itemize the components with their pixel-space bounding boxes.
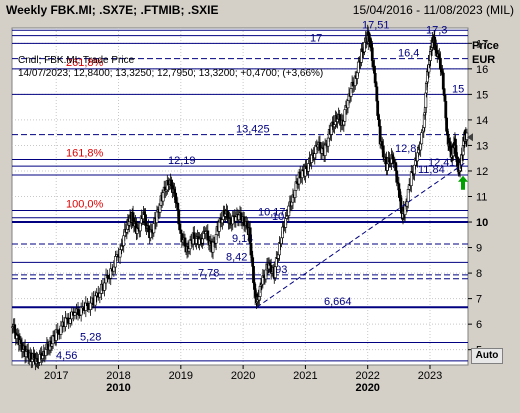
x-tick-label: 2022 — [355, 370, 379, 382]
y-axis-title: Price — [472, 40, 499, 52]
legend-line-2: 14/07/2023; 12,8400; 13,3250; 12,7950; 1… — [18, 68, 323, 79]
level-label: 17,3 — [426, 25, 447, 37]
level-label: 10,17 — [258, 207, 286, 219]
y-tick-label: 16 — [476, 64, 488, 76]
x-major-label: 2020 — [355, 382, 379, 394]
level-label: 15 — [452, 83, 464, 95]
auto-scale-button[interactable]: Auto — [471, 348, 503, 364]
candle-body — [109, 268, 113, 279]
level-label: 4,56 — [56, 350, 77, 362]
candle-body — [84, 302, 88, 311]
level-label: 7,78 — [198, 268, 219, 280]
level-label: 17,51 — [362, 19, 390, 31]
x-tick-label: 2020 — [231, 370, 255, 382]
candle-body — [64, 317, 67, 327]
x-tick-label: 2021 — [293, 370, 317, 382]
x-tick-label: 2017 — [44, 370, 68, 382]
level-label: 13,425 — [236, 124, 270, 136]
chart-title: Weekly FBK.MI; .SX7E; .FTMIB; .SXIE — [6, 3, 219, 17]
candle-body — [89, 302, 92, 310]
candle-body — [59, 325, 63, 335]
y-tick-label: 8 — [476, 268, 482, 280]
candle-body — [114, 256, 117, 268]
level-label: 8,42 — [226, 251, 247, 263]
level-label: 10 — [272, 211, 284, 223]
level-label: 11,84 — [418, 164, 445, 176]
y-tick-label: 12 — [476, 166, 488, 178]
buy-arrow-icon — [458, 175, 469, 190]
candle-body — [106, 275, 110, 279]
y-tick-label: 6 — [476, 319, 482, 331]
candle-body — [104, 275, 108, 284]
y-tick-label: 17 — [476, 38, 488, 50]
level-label: 16,4 — [398, 48, 419, 60]
y-tick-label: 13 — [476, 140, 488, 152]
y-tick-label: 7 — [476, 294, 482, 306]
candle-body — [76, 308, 80, 315]
y-tick-label: 14 — [476, 115, 488, 127]
fib-label: 161,8% — [66, 147, 104, 159]
candle-body — [73, 312, 77, 316]
candle-body — [56, 329, 60, 334]
legend-line-1: Cndl; FBK.MI; Trade Price — [18, 55, 135, 66]
y-tick-label: 9 — [476, 243, 482, 255]
candle-body — [103, 282, 106, 291]
level-label: 12,4 — [428, 157, 449, 169]
y-axis-unit: EUR — [472, 54, 495, 66]
candle-body — [118, 249, 122, 258]
level-label: 5,28 — [80, 332, 101, 344]
level-label: 12,8 — [395, 143, 416, 155]
fib-label: 261,8% — [66, 57, 104, 69]
level-label: 6,664 — [324, 296, 352, 308]
last-price-marker — [467, 133, 473, 142]
candle-body — [112, 266, 116, 272]
candle-body — [79, 306, 83, 316]
candle-body — [107, 277, 111, 280]
date-range: 15/04/2016 - 11/08/2023 (MIL) — [352, 3, 514, 17]
x-tick-label: 2019 — [169, 370, 193, 382]
candle-body — [93, 295, 97, 306]
fib-label: 100,0% — [66, 199, 104, 211]
candle-body — [85, 302, 89, 307]
candle-body — [465, 132, 469, 140]
trend-line — [256, 162, 465, 308]
y-tick-label: 10 — [476, 217, 488, 229]
level-label: 17 — [310, 32, 322, 44]
candle-body — [98, 292, 102, 298]
x-tick-label: 2018 — [106, 370, 130, 382]
y-tick-label: 15 — [476, 89, 488, 101]
candle-body — [68, 318, 72, 324]
x-major-label: 2010 — [106, 382, 130, 394]
level-label: 12,19 — [168, 155, 196, 167]
x-tick-label: 2023 — [418, 370, 442, 382]
y-tick-label: 11 — [476, 192, 487, 204]
candle-body — [54, 329, 58, 341]
